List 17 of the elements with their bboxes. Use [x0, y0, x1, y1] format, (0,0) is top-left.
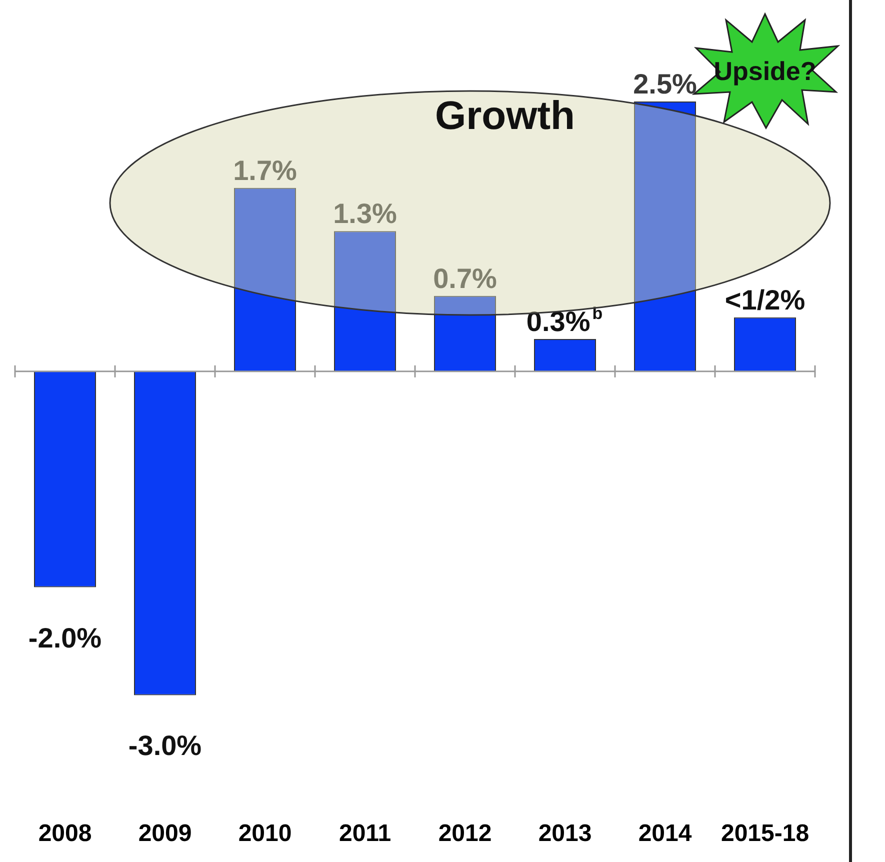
x-tick-label: 2014 [638, 820, 692, 848]
data-label: 0.7% [433, 262, 498, 294]
data-label: <1/2% [724, 284, 806, 316]
x-tick-label: 2013 [538, 820, 592, 848]
x-tick-label: 2009 [138, 820, 192, 848]
x-tick-label: 2012 [438, 820, 492, 848]
data-label: 1.7% [233, 154, 298, 186]
x-tick-label: 2011 [338, 820, 392, 848]
text: Upside? [712, 56, 818, 87]
x-tick-label: 2015-18 [720, 820, 810, 848]
data-label: -3.0% [128, 730, 202, 762]
x-tick-label: 2010 [238, 820, 292, 848]
data-label: 2.5% [633, 68, 698, 100]
data-label: 1.3% [333, 198, 398, 230]
annotation: Growth [434, 94, 576, 139]
x-tick-label: 2008 [38, 820, 92, 848]
data-label: -2.0% [28, 622, 102, 654]
